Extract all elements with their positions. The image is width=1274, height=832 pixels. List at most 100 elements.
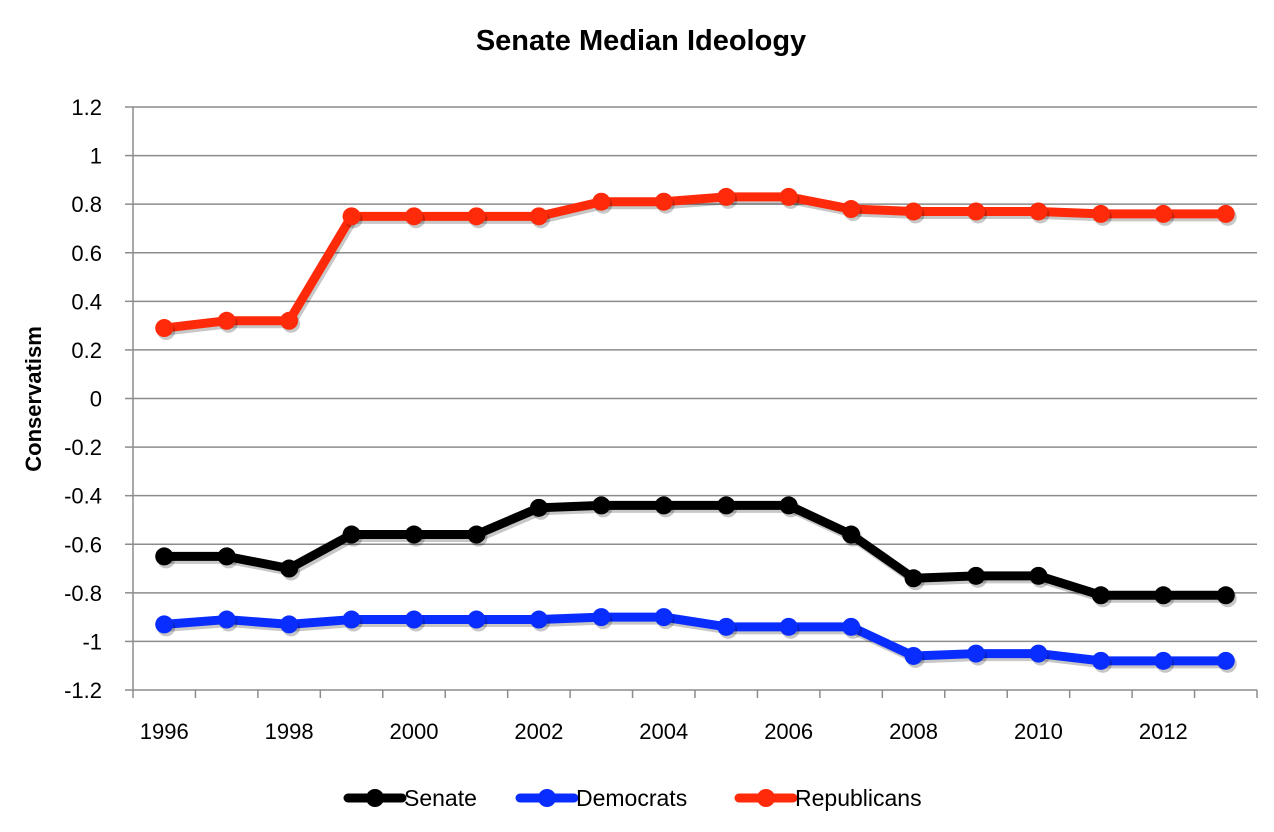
data-point: [1029, 202, 1048, 221]
data-point: [904, 569, 923, 588]
legend-item-democrats: Democrats: [515, 785, 687, 811]
legend-item-senate: Senate: [343, 785, 477, 811]
data-point: [529, 498, 548, 517]
data-point: [155, 319, 174, 338]
legend-label: Republicans: [795, 785, 922, 811]
y-tick-label: -1: [82, 629, 102, 654]
y-tick-label: 0.6: [71, 241, 102, 266]
data-point: [779, 617, 798, 636]
data-point: [654, 608, 673, 627]
data-point: [467, 610, 486, 629]
data-point: [592, 192, 611, 211]
data-point: [342, 207, 361, 226]
y-axis-label: Conservatism: [21, 326, 46, 472]
y-tick-label: 0.2: [71, 338, 102, 363]
series-group: [155, 187, 1237, 673]
x-tick-label: 1998: [265, 719, 314, 744]
data-point: [217, 547, 236, 566]
data-point: [592, 496, 611, 515]
y-tick-label: 0.4: [71, 289, 102, 314]
y-tick-label: 0.8: [71, 192, 102, 217]
series-line: [159, 612, 1231, 666]
series-line: [159, 500, 1231, 600]
data-point: [1154, 586, 1173, 605]
data-point: [1154, 204, 1173, 223]
chart-title: Senate Median Ideology: [476, 25, 806, 57]
data-point: [342, 610, 361, 629]
data-point: [217, 610, 236, 629]
data-point: [467, 207, 486, 226]
data-point: [654, 496, 673, 515]
data-point: [717, 617, 736, 636]
y-tick-label: -0.2: [64, 435, 102, 460]
data-point: [280, 615, 299, 634]
data-point: [1091, 586, 1110, 605]
legend-label: Democrats: [576, 785, 687, 811]
data-point: [1029, 644, 1048, 663]
data-point: [592, 608, 611, 627]
data-point: [779, 496, 798, 515]
data-point: [529, 207, 548, 226]
data-point: [967, 202, 985, 221]
x-tick-label: 1996: [140, 719, 189, 744]
data-point: [405, 610, 423, 629]
series-senate: [155, 496, 1237, 608]
data-point: [717, 496, 736, 515]
data-point: [842, 200, 861, 219]
x-tick-label: 2002: [514, 719, 563, 744]
series-republicans: [155, 187, 1237, 341]
data-point: [405, 207, 423, 226]
data-point: [904, 646, 923, 665]
data-point: [155, 615, 174, 634]
gridlines: [133, 106, 1257, 691]
x-tick-label: 2012: [1139, 719, 1188, 744]
data-point: [654, 192, 673, 211]
y-tick-label: -0.8: [64, 581, 102, 606]
data-point: [967, 566, 985, 585]
data-point: [779, 187, 798, 206]
data-point: [1154, 651, 1173, 670]
data-point: [842, 525, 861, 544]
data-point: [342, 525, 361, 544]
data-point: [904, 202, 923, 221]
data-point: [405, 525, 423, 544]
data-point: [1091, 651, 1110, 670]
y-tick-label: -1.2: [64, 678, 102, 703]
x-tick-label: 2010: [1014, 719, 1063, 744]
data-point: [467, 525, 486, 544]
y-tick-label: 0: [90, 387, 102, 412]
data-point: [1216, 204, 1235, 223]
data-point: [967, 644, 985, 663]
x-tick-label: 2006: [764, 719, 813, 744]
legend-item-republicans: Republicans: [734, 785, 922, 811]
series-line: [159, 192, 1231, 333]
data-point: [1029, 566, 1048, 585]
data-point: [842, 617, 861, 636]
y-tick-label: -0.4: [64, 484, 102, 509]
data-point: [155, 547, 174, 566]
axes: [125, 106, 1258, 698]
series-democrats: [155, 608, 1237, 673]
x-tick-label: 2008: [889, 719, 938, 744]
y-tick-label: 1: [90, 144, 102, 169]
x-tick-label: 2004: [639, 719, 688, 744]
data-point: [1216, 586, 1235, 605]
y-tick-label: -0.6: [64, 532, 102, 557]
legend-swatch-marker: [757, 789, 775, 807]
x-tick-label: 2000: [390, 719, 439, 744]
data-point: [280, 559, 299, 578]
labels-group: Senate Median Ideology Conservatism 1.2 1…: [21, 25, 1188, 744]
data-point: [1216, 651, 1235, 670]
data-point: [1091, 204, 1110, 223]
legend-swatch-marker: [366, 789, 384, 807]
data-point: [529, 610, 548, 629]
data-point: [280, 311, 299, 330]
data-point: [717, 187, 736, 206]
legend: Senate Democrats Republicans: [343, 785, 922, 811]
data-point: [217, 311, 236, 330]
legend-label: Senate: [404, 785, 477, 811]
y-tick-label: 1.2: [71, 95, 102, 120]
legend-swatch-marker: [538, 789, 556, 807]
